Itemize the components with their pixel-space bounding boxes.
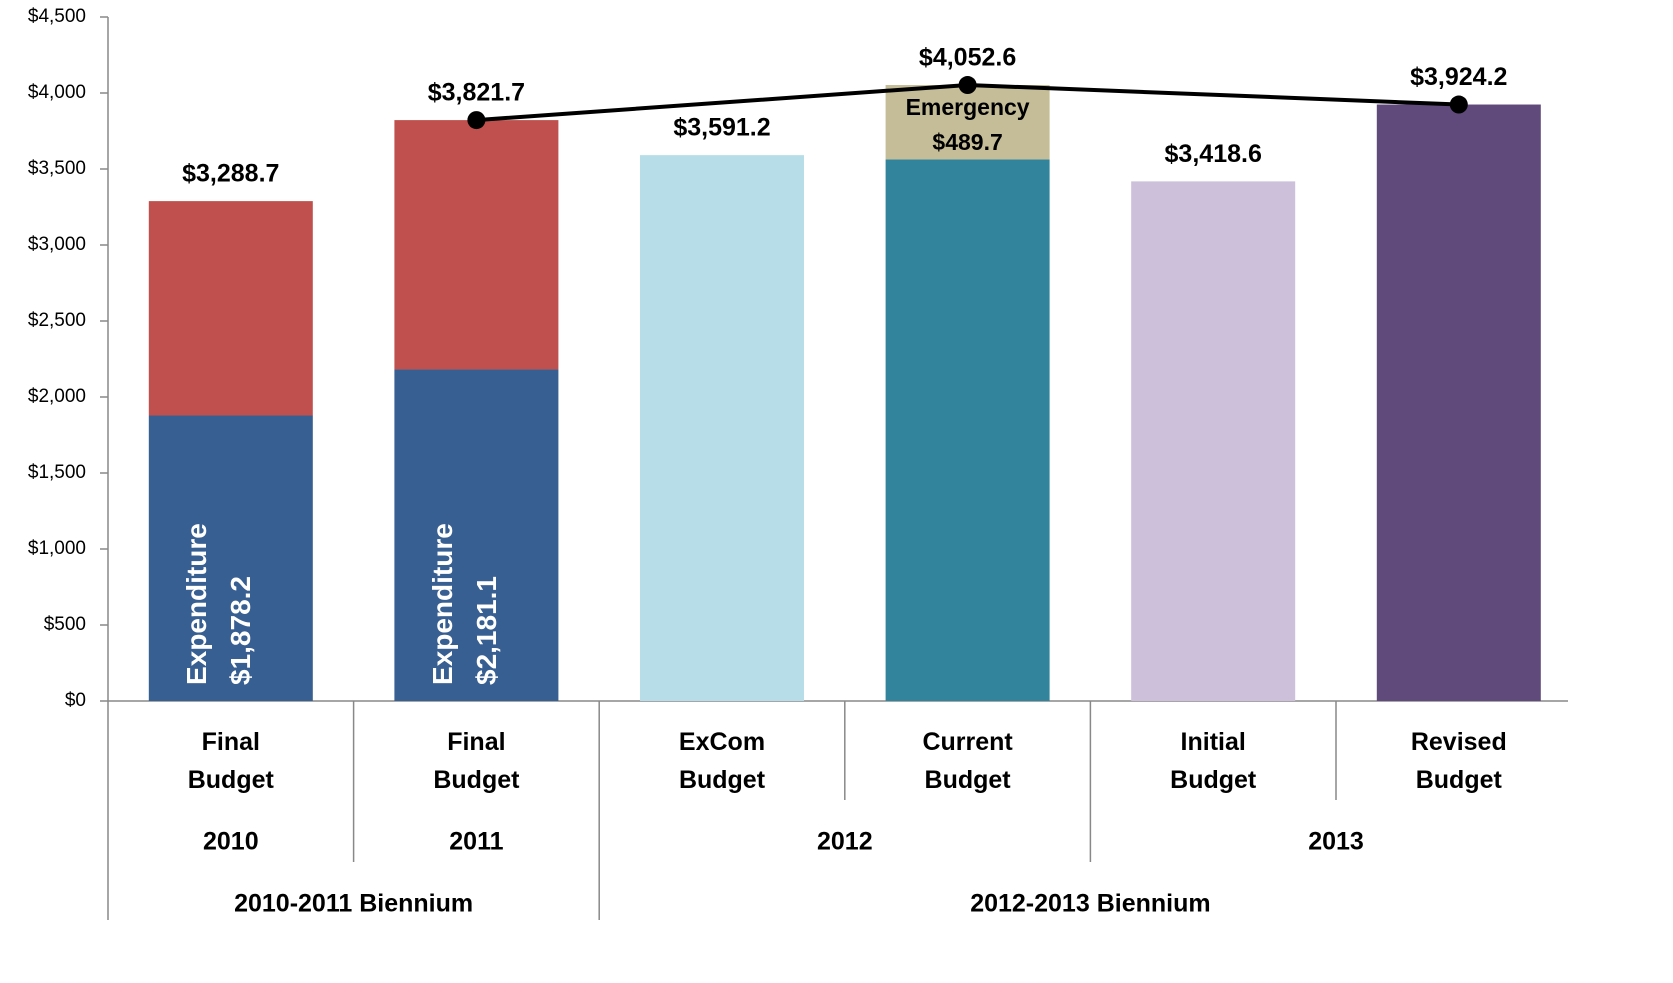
biennium-label: 2012-2013 Biennium — [970, 890, 1210, 918]
line-point — [1449, 95, 1468, 114]
series-name-label: Emergency — [906, 94, 1030, 120]
x-tick-label: Final Budget — [188, 728, 275, 794]
bar — [885, 85, 1050, 160]
bar — [1131, 181, 1296, 701]
x-tick-label: Final Budget — [433, 728, 520, 794]
bar — [394, 120, 559, 370]
year-label: 2011 — [449, 828, 503, 856]
total-label: $4,052.6 — [919, 44, 1016, 72]
total-label: $3,288.7 — [182, 160, 279, 188]
value-label: $1,878.2 — [225, 576, 256, 685]
total-label: $3,418.6 — [1165, 140, 1262, 168]
y-tick-label: $2,000 — [28, 386, 86, 407]
bar — [885, 159, 1050, 701]
x-tick-label: Current Budget — [922, 728, 1013, 794]
year-label: 2010 — [203, 828, 259, 856]
y-tick-label: $0 — [65, 690, 86, 711]
year-label: 2012 — [817, 828, 873, 856]
series-name-label: Expenditure — [427, 523, 458, 685]
year-label: 2013 — [1308, 828, 1364, 856]
bar-label: Expenditure $2,181.1 — [427, 523, 502, 685]
bar — [394, 369, 559, 701]
y-tick-label: $3,500 — [28, 158, 86, 179]
bar-label: Expenditure $1,878.2 — [181, 523, 256, 685]
x-tick-label: ExCom Budget — [679, 728, 766, 794]
x-tick-label: Revised Budget — [1411, 728, 1507, 794]
biennium-label: 2010-2011 Biennium — [234, 890, 473, 918]
bar — [148, 201, 313, 416]
total-label: $3,821.7 — [428, 79, 525, 107]
total-label: $3,591.2 — [673, 114, 770, 142]
y-tick-label: $4,000 — [28, 82, 86, 103]
line-point — [467, 111, 486, 130]
y-tick-label: $1,000 — [28, 538, 86, 559]
y-tick-label: $3,000 — [28, 234, 86, 255]
y-tick-label: $500 — [44, 614, 86, 635]
bar — [640, 155, 804, 702]
series-name-label: Expenditure — [181, 523, 212, 685]
value-label: $2,181.1 — [471, 576, 502, 685]
y-tick-label: $4,500 — [28, 6, 86, 27]
total-label: $3,924.2 — [1410, 63, 1507, 91]
bar — [148, 415, 313, 701]
y-tick-label: $2,500 — [28, 310, 86, 331]
y-tick-label: $1,500 — [28, 462, 86, 483]
x-tick-label: Initial Budget — [1170, 728, 1257, 794]
value-label: $489.7 — [932, 129, 1002, 155]
line-point — [958, 76, 977, 95]
bar — [1376, 104, 1541, 701]
